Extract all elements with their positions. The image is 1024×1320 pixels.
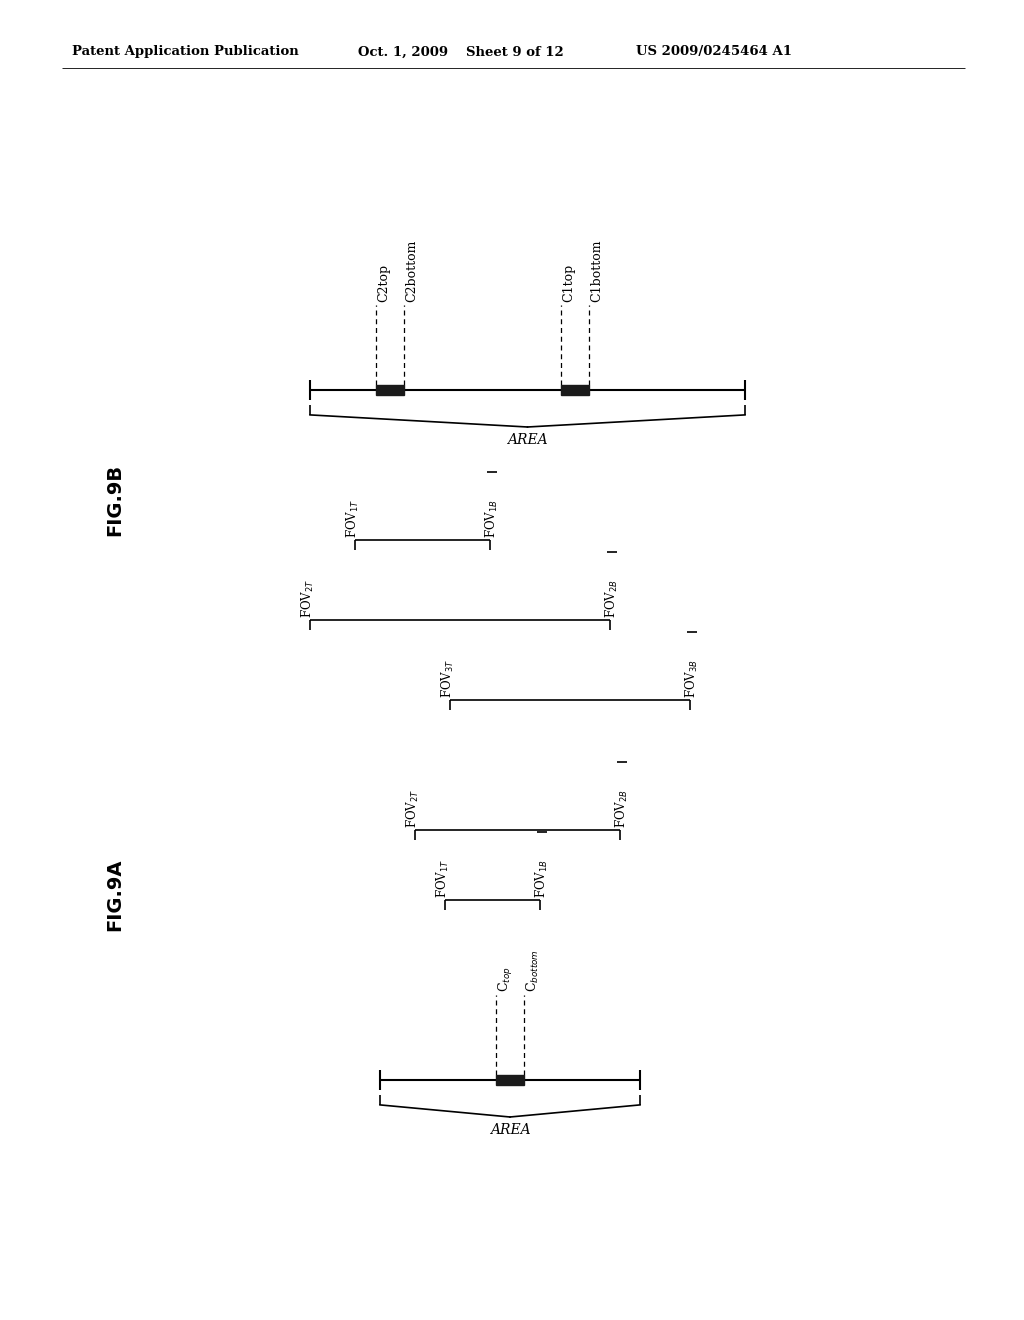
Text: C$_{bottom}$: C$_{bottom}$ xyxy=(525,949,541,993)
Text: C1bottom: C1bottom xyxy=(590,239,603,302)
Text: FIG.9B: FIG.9B xyxy=(105,463,125,536)
Text: FOV$_{1T}$: FOV$_{1T}$ xyxy=(345,499,361,539)
Text: FIG.9A: FIG.9A xyxy=(105,859,125,931)
Text: Patent Application Publication: Patent Application Publication xyxy=(72,45,299,58)
Text: FOV$_{1T}$: FOV$_{1T}$ xyxy=(435,859,451,898)
Text: US 2009/0245464 A1: US 2009/0245464 A1 xyxy=(636,45,792,58)
Text: FOV$_{2T}$: FOV$_{2T}$ xyxy=(404,789,421,828)
Text: AREA: AREA xyxy=(489,1123,530,1137)
Text: FOV$_{1B}$: FOV$_{1B}$ xyxy=(534,859,550,898)
Text: FOV$_{2T}$: FOV$_{2T}$ xyxy=(300,578,316,618)
Text: FOV$_{2B}$: FOV$_{2B}$ xyxy=(604,579,621,618)
Text: FOV$_{3T}$: FOV$_{3T}$ xyxy=(440,659,456,698)
Text: C2bottom: C2bottom xyxy=(406,240,418,302)
Bar xyxy=(561,385,589,395)
Text: C1top: C1top xyxy=(562,264,575,302)
Text: Sheet 9 of 12: Sheet 9 of 12 xyxy=(466,45,564,58)
Text: AREA: AREA xyxy=(507,433,548,447)
Text: Oct. 1, 2009: Oct. 1, 2009 xyxy=(358,45,449,58)
Text: C$_{top}$: C$_{top}$ xyxy=(497,966,515,993)
Text: FOV$_{1B}$: FOV$_{1B}$ xyxy=(484,499,500,539)
Text: FOV$_{2B}$: FOV$_{2B}$ xyxy=(614,789,630,828)
Text: FOV$_{3B}$: FOV$_{3B}$ xyxy=(684,659,700,698)
Bar xyxy=(376,385,404,395)
Bar xyxy=(496,1074,524,1085)
Text: C2top: C2top xyxy=(377,264,390,302)
